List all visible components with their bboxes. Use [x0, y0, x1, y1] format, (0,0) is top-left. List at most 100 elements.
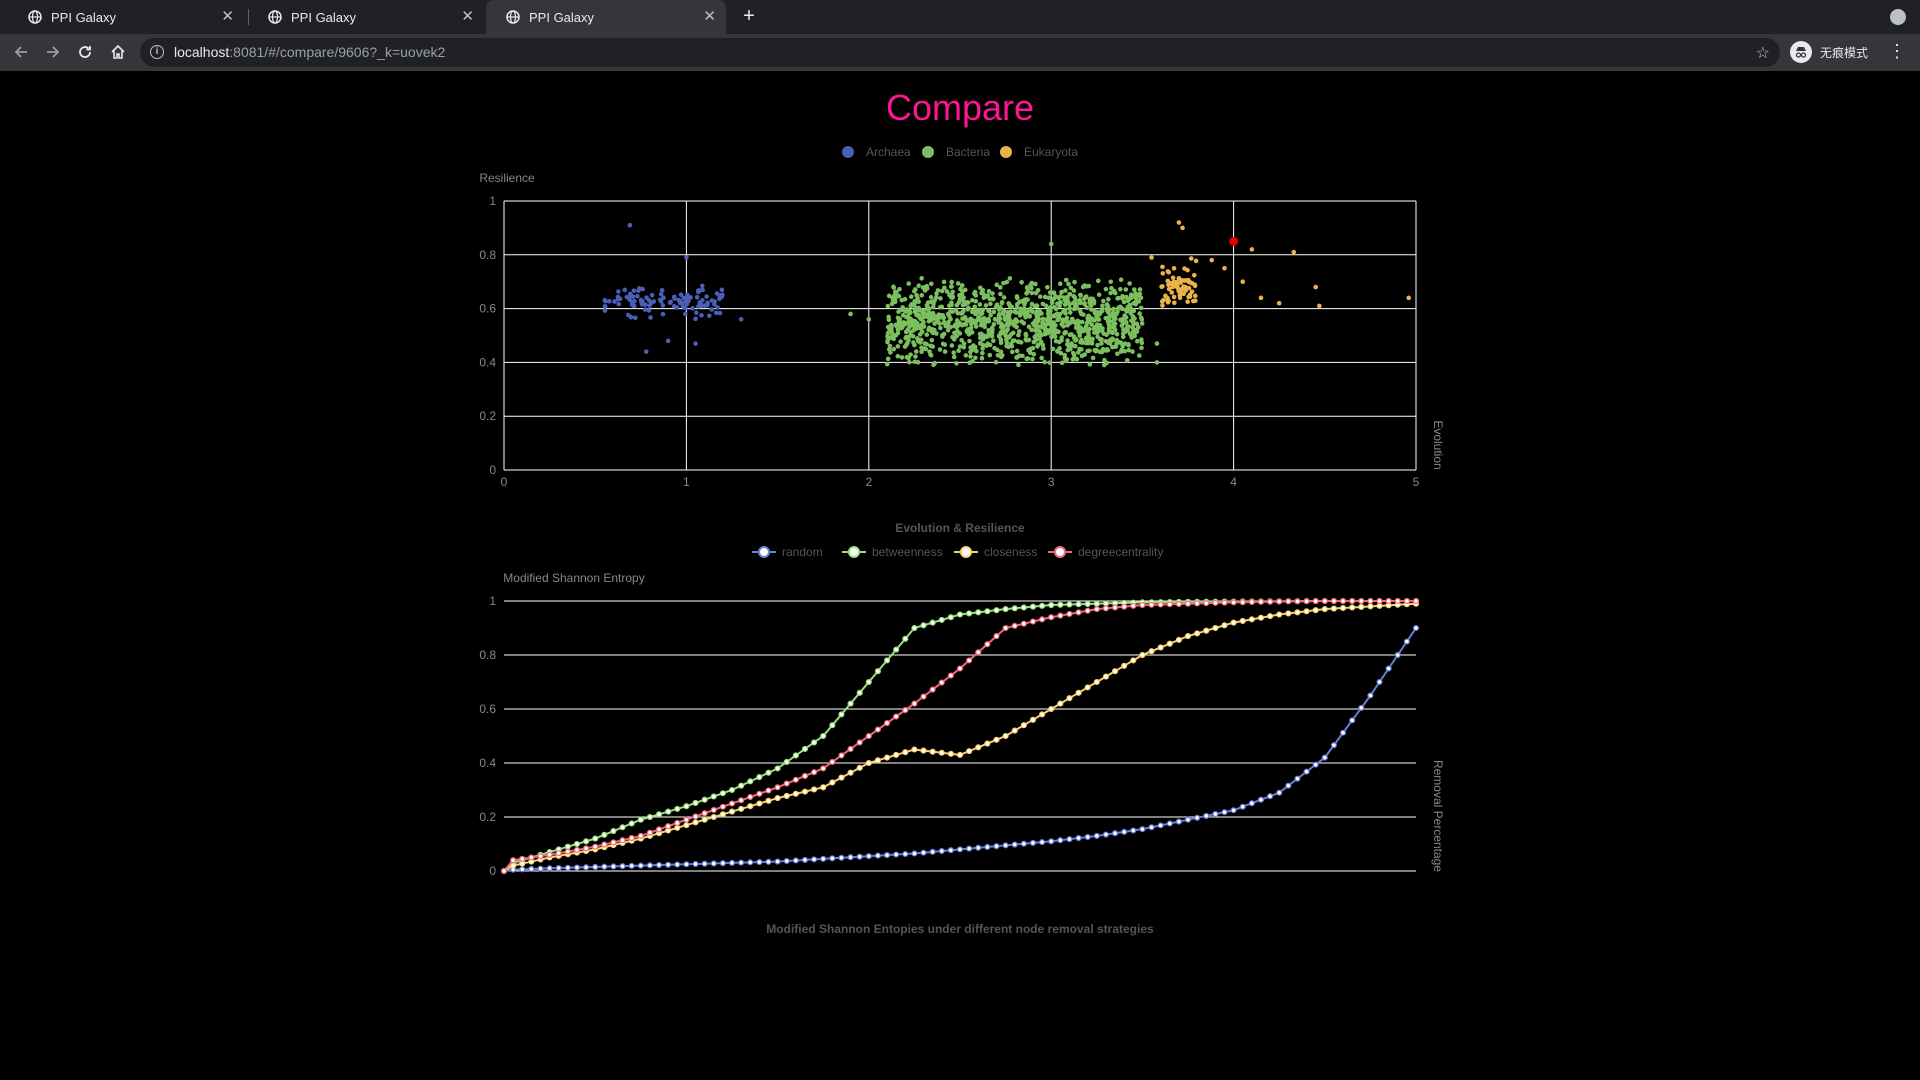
home-icon[interactable] — [105, 39, 131, 65]
scatter-point-bacteria — [1009, 320, 1015, 325]
scatter-point-bacteria — [931, 301, 936, 307]
line-point-degreecentrality — [956, 665, 964, 672]
scatter-point-bacteria — [1092, 310, 1098, 316]
line-point-random — [1093, 832, 1100, 839]
reload-icon[interactable] — [72, 39, 98, 65]
scatter-y-tick-label: 0 — [489, 463, 496, 477]
line-point-random — [683, 861, 690, 868]
line-point-random — [719, 860, 726, 867]
tab-2[interactable]: PPI Galaxy ✕ — [248, 0, 484, 34]
scatter-point-bacteria — [972, 321, 978, 326]
scatter-point-bacteria — [1100, 326, 1105, 331]
scatter-point-bacteria — [1046, 330, 1051, 336]
legend-label-closeness: closeness — [984, 545, 1037, 559]
scatter-point-bacteria — [906, 359, 912, 365]
scatter-point-bacteria — [945, 327, 951, 333]
line-point-closeness — [1075, 689, 1082, 696]
scatter-point-bacteria — [957, 344, 963, 349]
scatter-point-eukaryota — [1160, 303, 1165, 308]
line-point-betweenness — [1002, 606, 1009, 613]
url-text[interactable]: localhost:8081/#/compare/9606?_k=uovek2 — [174, 44, 445, 60]
scatter-point-eukaryota — [1240, 279, 1246, 284]
scatter-point-archaea — [717, 310, 723, 316]
scatter-point-eukaryota — [1222, 265, 1227, 271]
line-series-degreecentrality — [503, 600, 1416, 872]
tab-1[interactable]: PPI Galaxy ✕ — [8, 0, 244, 34]
scatter-point-bacteria — [1014, 348, 1020, 354]
scatter-point-bacteria — [942, 285, 947, 291]
scatter-point-bacteria — [1004, 343, 1009, 349]
line-point-closeness — [1294, 609, 1301, 616]
close-icon[interactable]: ✕ — [461, 8, 474, 25]
scatter-point-eukaryota — [1160, 264, 1165, 270]
line-point-random — [573, 864, 581, 871]
line-point-degreecentrality — [765, 787, 772, 794]
scatter-point-bacteria — [1053, 294, 1059, 299]
tab-search-icon[interactable] — [1890, 9, 1906, 25]
scatter-point-bacteria — [1092, 347, 1098, 353]
bookmark-star-icon[interactable]: ☆ — [1755, 45, 1770, 62]
close-icon[interactable]: ✕ — [703, 8, 716, 25]
line-point-random — [1394, 651, 1401, 659]
scatter-point-bacteria — [1041, 346, 1046, 351]
line-point-random — [1294, 775, 1301, 782]
scatter-point-bacteria — [1120, 293, 1125, 299]
scatter-point-archaea — [649, 292, 655, 298]
line-point-closeness — [1203, 627, 1210, 634]
scatter-point-bacteria — [1006, 323, 1011, 328]
line-point-closeness — [1011, 727, 1018, 734]
new-tab-icon[interactable]: + — [743, 5, 755, 27]
incognito-indicator[interactable]: 无痕模式 — [1790, 38, 1868, 66]
scatter-point-bacteria — [974, 348, 979, 354]
scatter-point-bacteria — [1154, 360, 1160, 365]
line-point-betweenness — [747, 778, 754, 785]
line-point-betweenness — [902, 635, 909, 642]
line-point-random — [1157, 822, 1164, 829]
scatter-point-eukaryota — [1171, 266, 1177, 271]
scatter-point-bacteria — [1099, 341, 1104, 346]
scatter-point-eukaryota — [1165, 269, 1171, 274]
line-point-closeness — [719, 811, 726, 818]
line-point-degreecentrality — [847, 745, 854, 753]
line-point-betweenness — [883, 657, 891, 664]
menu-icon[interactable]: ⋮ — [1888, 41, 1906, 61]
scatter-point-bacteria — [909, 302, 914, 307]
line-point-degreecentrality — [747, 793, 754, 801]
scatter-point-bacteria — [1095, 334, 1100, 340]
line-point-betweenness — [893, 646, 900, 653]
scatter-point-bacteria — [1134, 321, 1140, 327]
scatter-point-archaea — [677, 300, 683, 306]
scatter-point-bacteria — [935, 319, 940, 324]
scatter-point-bacteria — [1104, 346, 1110, 352]
address-bar[interactable]: i localhost:8081/#/compare/9606?_k=uovek… — [140, 38, 1780, 67]
info-icon[interactable]: i — [150, 45, 164, 59]
back-icon[interactable] — [8, 39, 34, 65]
scatter-point-bacteria — [1014, 295, 1020, 301]
line-point-random — [519, 866, 526, 873]
scatter-point-bacteria — [912, 359, 918, 365]
line-point-closeness — [1194, 630, 1201, 637]
scatter-point-bacteria — [991, 309, 997, 315]
line-series-closeness — [503, 602, 1417, 872]
scatter-point-bacteria — [1010, 349, 1015, 355]
scatter-point-bacteria — [1063, 277, 1069, 283]
tab-3-active[interactable]: PPI Galaxy ✕ — [486, 0, 726, 34]
scatter-point-bacteria — [1134, 338, 1140, 344]
scatter-point-bacteria — [1014, 324, 1019, 330]
line-point-random — [564, 864, 571, 871]
scatter-point-bacteria — [951, 354, 957, 360]
line-point-betweenness — [701, 796, 708, 803]
scatter-point-bacteria — [949, 279, 954, 285]
scatter-point-bacteria — [1023, 333, 1029, 338]
close-icon[interactable]: ✕ — [221, 8, 234, 25]
line-point-random — [1121, 828, 1128, 835]
line-point-degreecentrality — [1376, 597, 1383, 605]
scatter-point-bacteria — [1025, 356, 1031, 361]
forward-icon[interactable] — [40, 39, 66, 65]
line-point-random — [938, 847, 945, 855]
scatter-point-bacteria — [969, 325, 974, 330]
line-point-closeness — [829, 779, 836, 786]
scatter-point-bacteria — [891, 346, 897, 352]
line-point-closeness — [510, 862, 517, 869]
scatter-y-tick-label: 0.2 — [479, 409, 496, 423]
